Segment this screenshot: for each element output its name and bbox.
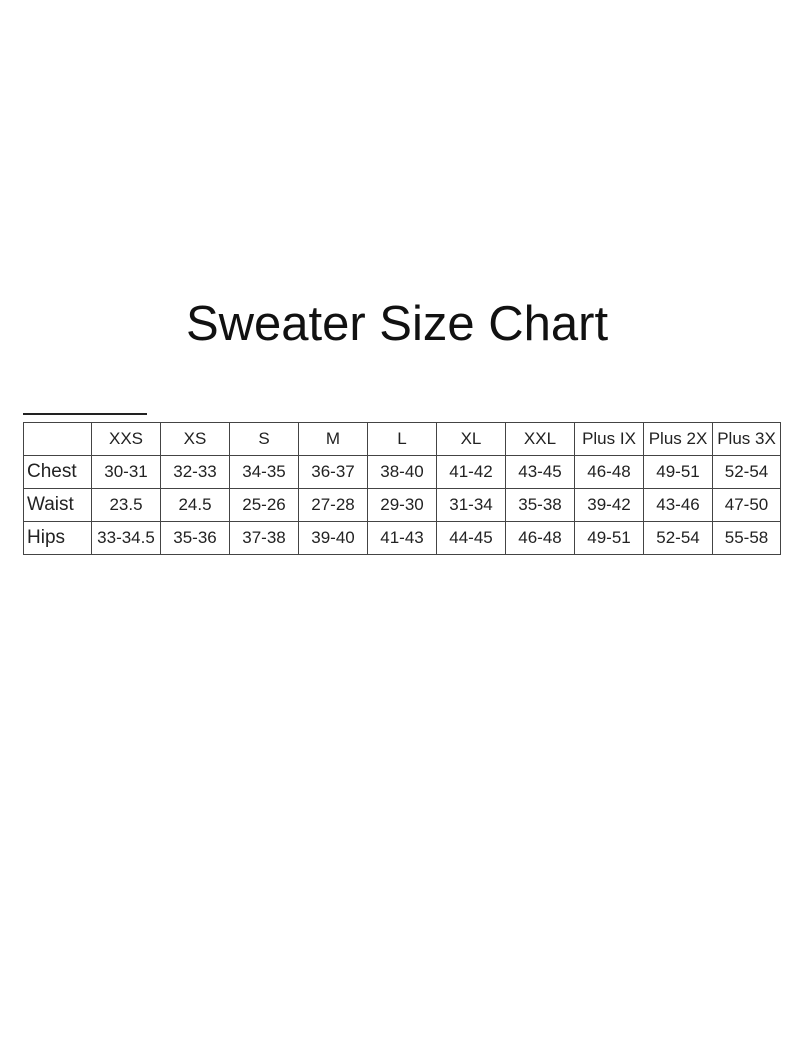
- table-cell: 35-38: [505, 488, 575, 522]
- table-cell: 29-30: [367, 488, 437, 522]
- table-cell: 46-48: [574, 455, 644, 489]
- table-cell: 39-40: [298, 521, 368, 555]
- row-label: Waist: [23, 488, 92, 522]
- table-cell: 49-51: [643, 455, 713, 489]
- size-table: XXS XS S M L XL XXL Plus IX Plus 2X Plus 3X Chest 3…: [23, 422, 781, 555]
- divider: [23, 413, 147, 415]
- row-label: Chest: [23, 455, 92, 489]
- row-label: Hips: [23, 521, 92, 555]
- column-header: XL: [436, 422, 506, 456]
- column-header: Plus 2X: [643, 422, 713, 456]
- table-cell: 49-51: [574, 521, 644, 555]
- table-cell: 25-26: [229, 488, 299, 522]
- table-cell: 41-43: [367, 521, 437, 555]
- table-cell: 34-35: [229, 455, 299, 489]
- table-cell: 39-42: [574, 488, 644, 522]
- table-cell: 30-31: [91, 455, 161, 489]
- table-row: Waist 23.5 24.5 25-26 27-28 29-30 31-34 35-38 39…: [23, 488, 781, 522]
- table-cell: 52-54: [643, 521, 713, 555]
- table-cell: 47-50: [712, 488, 781, 522]
- table-cell: 24.5: [160, 488, 230, 522]
- table-cell: 43-46: [643, 488, 713, 522]
- table-cell: 35-36: [160, 521, 230, 555]
- header-row: XXS XS S M L XL XXL Plus IX Plus 2X Plus 3X: [23, 422, 781, 456]
- column-header: XS: [160, 422, 230, 456]
- column-header: Plus IX: [574, 422, 644, 456]
- table-cell: 31-34: [436, 488, 506, 522]
- page-title: Sweater Size Chart: [185, 297, 609, 351]
- table-cell: 38-40: [367, 455, 437, 489]
- table-cell: 55-58: [712, 521, 781, 555]
- table-cell: 33-34.5: [91, 521, 161, 555]
- table-cell: 37-38: [229, 521, 299, 555]
- column-header: L: [367, 422, 437, 456]
- table-cell: 41-42: [436, 455, 506, 489]
- table-row: Chest 30-31 32-33 34-35 36-37 38-40 41-42 43-45…: [23, 455, 781, 489]
- column-header: XXL: [505, 422, 575, 456]
- column-header: XXS: [91, 422, 161, 456]
- table-cell: 32-33: [160, 455, 230, 489]
- table-cell: 44-45: [436, 521, 506, 555]
- table-row: Hips 33-34.5 35-36 37-38 39-40 41-43 44-45 46-4…: [23, 521, 781, 555]
- column-header: [23, 422, 92, 456]
- table-cell: 27-28: [298, 488, 368, 522]
- column-header: Plus 3X: [712, 422, 781, 456]
- table-cell: 46-48: [505, 521, 575, 555]
- table-cell: 23.5: [91, 488, 161, 522]
- table-cell: 36-37: [298, 455, 368, 489]
- column-header: M: [298, 422, 368, 456]
- table-cell: 43-45: [505, 455, 575, 489]
- column-header: S: [229, 422, 299, 456]
- table-cell: 52-54: [712, 455, 781, 489]
